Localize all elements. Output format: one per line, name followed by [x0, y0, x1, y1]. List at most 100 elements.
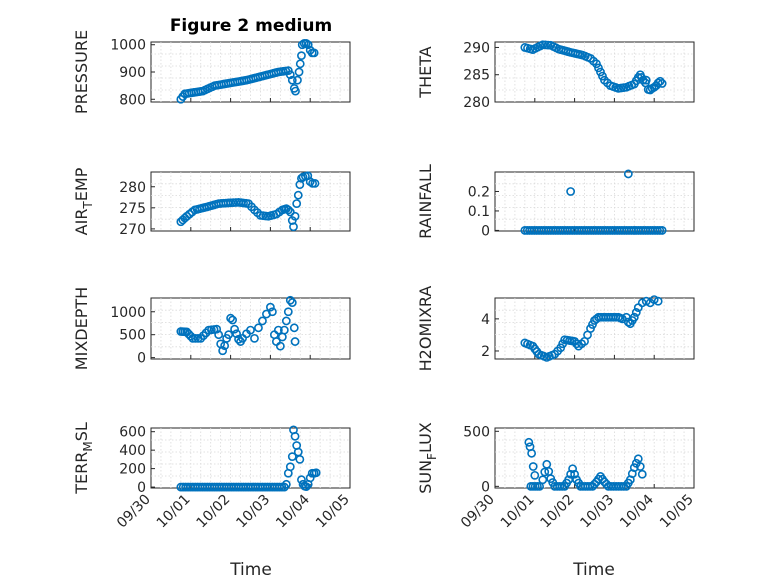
data-point [232, 329, 241, 339]
x-tick-label: 10/03 [577, 492, 617, 532]
data-point [293, 75, 302, 85]
data-point [310, 178, 320, 188]
y-axis-label: SUNFLUX [416, 422, 439, 494]
subplot-terr-msl: 0 200 400 600 09/30 10/01 10/02 10/03 10/04 10/05… [72, 422, 353, 531]
x-tick-label: 10/04 [273, 491, 313, 531]
x-tick-label: 10/02 [538, 492, 578, 532]
x-tick-label: 09/30 [114, 492, 154, 532]
y-tick-label: 0 [137, 480, 146, 496]
data-point [631, 308, 641, 317]
y-tick-label: 900 [119, 65, 146, 81]
x-tick-label: 10/04 [617, 491, 657, 531]
figure-title: Figure 2 medium [170, 16, 332, 36]
y-tick-label: 500 [119, 328, 146, 344]
data-point [653, 296, 663, 306]
data-point [273, 325, 283, 335]
data-point [527, 448, 537, 458]
data-point [289, 222, 298, 232]
data-point [566, 187, 576, 196]
data-point [540, 467, 550, 477]
y-tick-label: 0 [481, 479, 490, 495]
data-point [289, 323, 299, 333]
data-point [637, 469, 647, 479]
data-point [301, 482, 311, 492]
data-point [653, 78, 663, 88]
data-point [283, 307, 293, 317]
subplot-sun-flux: 0 500 09/30 10/01 10/02 10/03 10/04 10/05 SUNFLU… [416, 422, 697, 531]
y-tick-label: 2 [481, 344, 490, 360]
x-tick-label: 10/01 [498, 492, 538, 532]
x-tick-label: 09/30 [458, 492, 498, 532]
y-tick-label: 200 [119, 462, 146, 478]
data-point [293, 190, 303, 200]
data-point [290, 337, 300, 346]
data-point [281, 316, 291, 326]
data-point [566, 469, 576, 479]
data-point [283, 205, 293, 215]
y-tick-label: 500 [463, 424, 490, 440]
data-point [311, 468, 321, 478]
axes-frame [150, 427, 351, 489]
data-point [285, 295, 295, 305]
data-point [524, 437, 534, 447]
data-point [568, 464, 578, 474]
subplot-mixdepth: 0 500 1000 MIXDEPTH [72, 287, 351, 370]
data-point [290, 431, 300, 441]
data-point [287, 75, 297, 85]
y-axis-label: H2OMIXRA [416, 286, 435, 372]
data-point [295, 454, 305, 464]
data-point [275, 341, 285, 351]
y-tick-label: 0.1 [468, 204, 490, 220]
y-tick-label: 270 [119, 222, 146, 238]
data-point [649, 295, 659, 305]
y-axis-label: AIRTEMP [72, 167, 95, 235]
subplot-h2omixra: 2 4 H2OMIXRA [416, 286, 695, 372]
data-point [267, 307, 277, 317]
data-point [538, 475, 548, 485]
x-tick-label: 10/02 [194, 492, 234, 532]
data-point [295, 59, 305, 69]
data-point [285, 462, 295, 472]
data-point [265, 302, 275, 312]
data-point [230, 324, 239, 334]
y-tick-label: 285 [463, 68, 490, 84]
data-point [214, 330, 224, 340]
y-axis-label: PRESSURE [72, 30, 91, 114]
x-tick-label: 10/03 [233, 492, 273, 532]
data-point [279, 325, 289, 335]
data-point [228, 315, 237, 325]
data-point [528, 462, 538, 471]
data-point [657, 226, 667, 235]
data-point [287, 298, 297, 307]
data-point [250, 333, 259, 343]
data-point [191, 333, 200, 343]
subplot-air-temp: 270 275 280 AIRTEMP [72, 167, 351, 238]
data-point [635, 462, 645, 471]
y-axis-label: MIXDEPTH [72, 287, 91, 370]
x-axis-label-left: Time [229, 560, 272, 580]
data-point [254, 323, 263, 333]
x-tick-label: 10/05 [313, 492, 353, 532]
data-point [657, 79, 667, 88]
data-point [655, 76, 665, 86]
data-point [641, 75, 651, 85]
data-point [572, 339, 581, 349]
data-point [226, 313, 235, 323]
data-point [290, 211, 300, 221]
y-tick-label: 0 [137, 351, 146, 367]
data-point [287, 452, 297, 462]
y-tick-label: 1000 [110, 305, 146, 321]
y-tick-label: 600 [119, 425, 146, 441]
data-point [629, 463, 639, 473]
y-tick-label: 400 [119, 443, 146, 459]
y-tick-label: 280 [463, 95, 490, 111]
x-tick-label: 10/01 [154, 492, 194, 532]
data-point [570, 469, 579, 479]
data-point [641, 296, 651, 306]
x-axis-label-right: Time [572, 560, 615, 580]
y-axis-label: THETA [416, 46, 435, 98]
data-point [297, 51, 306, 61]
data-point [530, 470, 540, 480]
subplot-rainfall: 0 0.1 0.2 RAINFALL [416, 164, 695, 239]
